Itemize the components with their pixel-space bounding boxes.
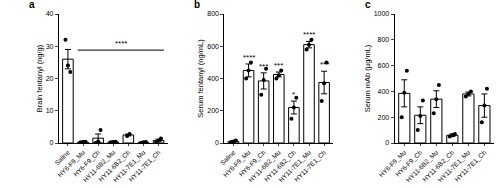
svg-text:HY11-6B2_Ch: HY11-6B2_Ch [421,148,456,183]
svg-text:HY6-F9_Mu: HY6-F9_Mu [56,148,87,179]
svg-text:0: 0 [385,139,389,146]
svg-text:0: 0 [50,139,54,146]
svg-text:*: * [292,90,295,99]
svg-text:HY11-6B2_Ch: HY11-6B2_Ch [97,148,132,183]
svg-text:HY6-F9_Mu: HY6-F9_Mu [378,148,409,179]
svg-text:30: 30 [46,43,54,50]
svg-text:Saline: Saline [53,148,71,166]
svg-text:200: 200 [378,114,390,121]
svg-text:200: 200 [207,107,219,114]
svg-text:HY11-6B2_Ch: HY11-6B2_Ch [263,148,298,183]
svg-text:HY11-7E1_Mu: HY11-7E1_Mu [277,148,313,184]
svg-text:Saline: Saline [219,148,237,166]
svg-text:10: 10 [46,107,54,114]
svg-text:HY6-F9_Ch: HY6-F9_Ch [72,148,102,178]
svg-text:HY11-7E1_Ch: HY11-7E1_Ch [453,148,488,183]
svg-text:HY11-6B2_Mu: HY11-6B2_Mu [247,148,283,184]
svg-text:****: **** [303,30,315,39]
svg-text:800: 800 [378,36,390,43]
svg-text:Serum fentanyl (ng/mL): Serum fentanyl (ng/mL) [196,39,205,118]
svg-text:HY11-6B2_Mu: HY11-6B2_Mu [81,148,117,184]
svg-text:600: 600 [378,62,390,69]
svg-text:b: b [194,0,200,10]
svg-text:Serum mAb (µg/mL): Serum mAb (µg/mL) [363,44,372,112]
svg-text:HY11-7E1_Mu: HY11-7E1_Mu [112,148,148,184]
svg-text:Brain fentanyl (ng/g): Brain fentanyl (ng/g) [35,44,44,112]
svg-text:***: *** [259,62,268,71]
svg-text:***: *** [320,60,329,69]
svg-text:40: 40 [46,10,54,17]
svg-text:600: 600 [207,43,219,50]
svg-text:400: 400 [378,88,390,95]
svg-text:c: c [365,0,371,10]
svg-text:1000: 1000 [374,10,390,17]
svg-text:HY11-7E1_Mu: HY11-7E1_Mu [437,148,473,184]
svg-text:20: 20 [46,75,54,82]
svg-text:a: a [29,0,35,10]
svg-text:****: **** [115,39,127,48]
svg-text:***: *** [274,61,283,70]
svg-text:HY11-7E1_Ch: HY11-7E1_Ch [127,148,162,183]
svg-text:0: 0 [215,139,219,146]
svg-text:****: **** [243,53,255,62]
svg-text:HY6-F9_Ch: HY6-F9_Ch [394,148,424,178]
svg-text:HY11-7E1_Ch: HY11-7E1_Ch [293,148,328,183]
svg-text:HY11-6B2_Mu: HY11-6B2_Mu [405,148,441,184]
svg-text:HY6-F9_Ch: HY6-F9_Ch [237,148,267,178]
svg-text:400: 400 [207,75,219,82]
svg-text:800: 800 [207,10,219,17]
svg-text:HY6-F9_Mu: HY6-F9_Mu [222,148,253,179]
